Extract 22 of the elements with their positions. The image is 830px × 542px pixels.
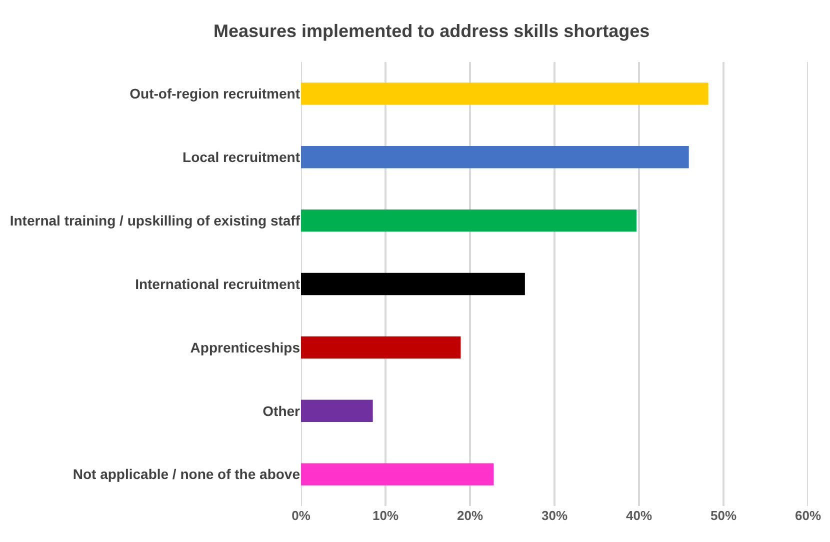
x-tick-label: 30% [541,508,568,523]
bar [301,146,689,168]
chart-title: Measures implemented to address skills shortages [214,20,650,41]
bar [301,400,373,422]
y-tick-label: Internal training / upskilling of existing staff [10,212,300,228]
y-tick-label: Not applicable / none of the above [72,466,300,482]
y-tick-label: Local recruitment [182,149,300,166]
x-tick-label: 20% [456,508,484,523]
y-tick-label: Apprenticeships [190,339,300,356]
y-tick-label: Other [262,402,301,419]
bar [301,209,636,232]
x-tick-label: 0% [292,508,311,523]
y-tick-label: Out-of-region recruitment [130,86,300,102]
y-tick-label: International recruitment [135,276,300,292]
bar [301,272,525,296]
x-tick-label: 40% [626,508,652,523]
x-tick-label: 10% [372,508,399,523]
bar [301,82,708,105]
bar [301,336,461,359]
x-tick-label: 60% [794,508,822,523]
bar [301,463,494,486]
x-tick-label: 50% [710,508,737,523]
